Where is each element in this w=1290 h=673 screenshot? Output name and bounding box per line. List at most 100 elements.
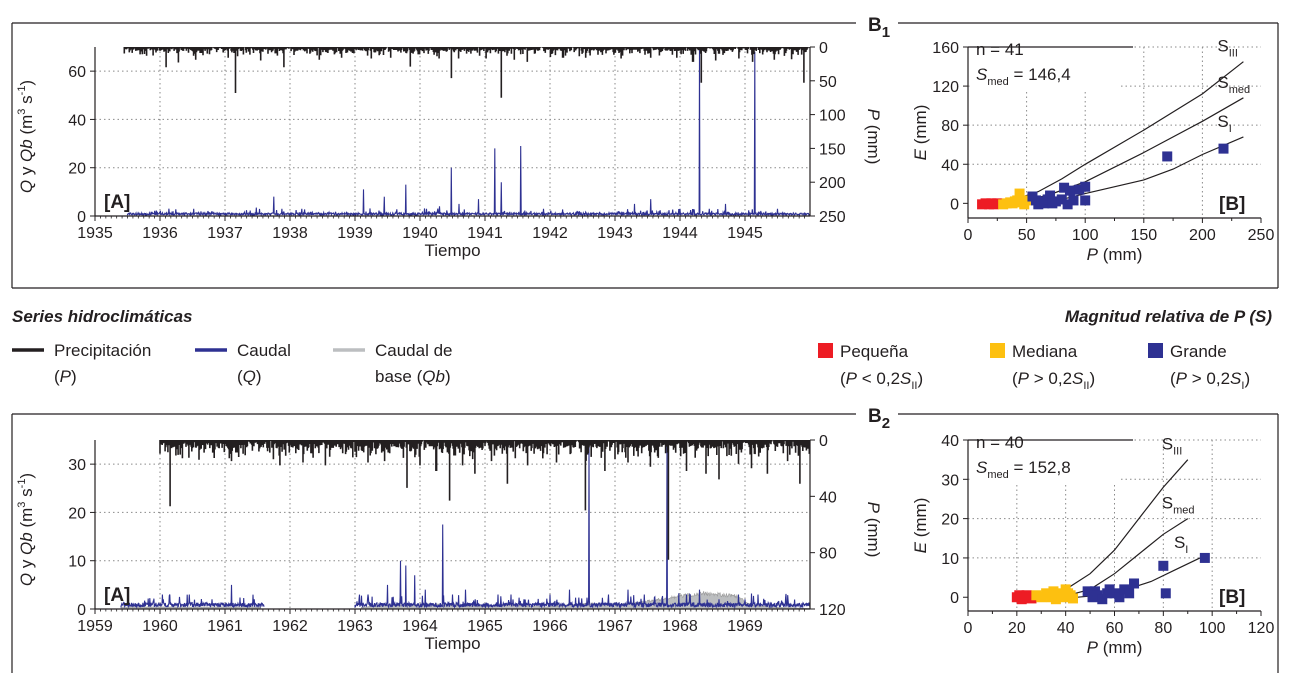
curve-label-sym: S bbox=[1217, 112, 1228, 131]
x-tick-label: 1944 bbox=[662, 225, 698, 242]
p-axis-title-part-0: P bbox=[864, 502, 883, 514]
x-axis-title-part-0: P bbox=[1087, 638, 1099, 657]
x-axis-title-part-0: P bbox=[1087, 245, 1099, 264]
y-axis-title-part-6: -1 bbox=[16, 479, 28, 489]
magnitude-legend-swatch bbox=[1148, 343, 1163, 358]
b1-series-panel: 1935 1936 1937 1938 1939 1940 1941 1942 1943 1944… bbox=[16, 40, 883, 260]
y-tick-label: 30 bbox=[941, 472, 959, 489]
data-point bbox=[1074, 184, 1085, 195]
data-point bbox=[1059, 182, 1070, 193]
y-axis-title-part-1: y bbox=[17, 162, 36, 180]
cond-sub: I bbox=[1241, 380, 1244, 392]
x-tick-label: 1964 bbox=[402, 618, 438, 635]
x-tick-label: 1965 bbox=[467, 618, 503, 635]
x-tick-label: 1939 bbox=[337, 225, 373, 242]
data-point bbox=[1080, 181, 1091, 192]
p-tick-label: 100 bbox=[819, 108, 846, 125]
y-axis-title-part-6: -1 bbox=[16, 86, 28, 96]
y-tick-label: 120 bbox=[932, 79, 959, 96]
cond-pre: ( bbox=[1012, 369, 1018, 388]
flow-line bbox=[126, 49, 811, 218]
curve-label-sub: I bbox=[1185, 544, 1188, 556]
cond-pre: ( bbox=[840, 369, 846, 388]
curve-label-sym: S bbox=[1162, 494, 1173, 513]
cond-mid: < 0,2 bbox=[857, 369, 900, 388]
p-axis-title-part-1: (mm) bbox=[864, 120, 883, 164]
data-point bbox=[992, 198, 1003, 209]
magnitude-legend-condition: (P > 0,2SI) bbox=[1170, 369, 1250, 392]
cond-mid: > 0,2 bbox=[1029, 369, 1072, 388]
p-axis-title: P (mm) bbox=[864, 109, 883, 165]
data-point bbox=[1160, 588, 1171, 599]
data-point bbox=[1056, 194, 1067, 205]
y-tick-label: 10 bbox=[68, 554, 86, 571]
x-tick-label: 1960 bbox=[142, 618, 178, 635]
y-tick-label: 160 bbox=[932, 40, 959, 57]
flow-line bbox=[354, 444, 811, 610]
series-legend-title: Series hidroclimáticas bbox=[12, 307, 192, 326]
series-legend-sub-sym: Qb bbox=[422, 367, 445, 386]
y-axis-title-part-7: ) bbox=[17, 473, 36, 479]
y-axis-title-part-1: y bbox=[17, 555, 36, 573]
x-tick-label: 1941 bbox=[467, 225, 503, 242]
y-axis-title-part-4: 3 bbox=[16, 502, 28, 508]
curve-label-sub: med bbox=[1173, 505, 1194, 517]
y-axis-title-part-0: Q bbox=[17, 573, 36, 586]
s-med-label: Smed = 146,4 bbox=[976, 65, 1071, 88]
data-point bbox=[1199, 552, 1210, 563]
y-axis-title: Q y Qb (m3 s-1) bbox=[16, 80, 36, 193]
y-axis-title-part-1: (mm) bbox=[911, 498, 930, 542]
p-tick-label: 250 bbox=[819, 209, 846, 226]
y-tick-label: 60 bbox=[68, 64, 86, 81]
y-tick-label: 20 bbox=[68, 161, 86, 178]
curve-line bbox=[1003, 97, 1244, 204]
s-med-sub: med bbox=[987, 469, 1008, 481]
x-tick-label: 150 bbox=[1130, 227, 1157, 244]
section-id-sub: 1 bbox=[882, 24, 890, 41]
series-legend-sublabel: (P) bbox=[54, 367, 77, 386]
panel-label-a: [A] bbox=[104, 192, 130, 213]
cond-pre: ( bbox=[1170, 369, 1176, 388]
x-tick-label: 0 bbox=[964, 227, 973, 244]
x-tick-label: 60 bbox=[1106, 620, 1124, 637]
p-axis-title-part-0: P bbox=[864, 109, 883, 121]
curve-label-sub: III bbox=[1173, 446, 1182, 458]
series-legend-sub-sym: P bbox=[60, 367, 72, 386]
data-point bbox=[1097, 594, 1108, 605]
y-tick-label: 0 bbox=[77, 209, 86, 226]
x-tick-label: 1959 bbox=[77, 618, 113, 635]
cond-post: ) bbox=[1090, 369, 1096, 388]
x-tick-label: 1945 bbox=[727, 225, 763, 242]
y-axis-title-part-0: E bbox=[911, 541, 930, 553]
s-med-value: = 146,4 bbox=[1009, 65, 1071, 84]
data-point bbox=[1067, 593, 1078, 604]
series-legend-label: Precipitación bbox=[54, 341, 151, 360]
s-med-sym: S bbox=[976, 65, 988, 84]
x-tick-label: 1935 bbox=[77, 225, 113, 242]
x-axis-title-part-1: (mm) bbox=[1098, 245, 1142, 264]
p-tick-label: 200 bbox=[819, 175, 846, 192]
p-tick-label: 150 bbox=[819, 141, 846, 158]
series-legend-sub-pre: base ( bbox=[375, 367, 423, 386]
curve-label-sym: S bbox=[1162, 435, 1173, 454]
curve-label: SI bbox=[1217, 112, 1231, 135]
data-point bbox=[1082, 586, 1093, 597]
p-axis-title: P (mm) bbox=[864, 502, 883, 558]
x-axis-title: P (mm) bbox=[1087, 245, 1143, 264]
section-id-sub: 2 bbox=[882, 415, 890, 432]
n-label: n = 41 bbox=[976, 40, 1024, 59]
series-legend-sub-post: ) bbox=[71, 367, 77, 386]
magnitude-legend-swatch bbox=[990, 343, 1005, 358]
y-axis-title-part-5: s bbox=[17, 95, 36, 108]
y-axis-title-part-0: E bbox=[911, 148, 930, 160]
y-tick-label: 20 bbox=[941, 512, 959, 529]
x-tick-label: 1966 bbox=[532, 618, 568, 635]
x-axis-title: Tiempo bbox=[424, 241, 480, 260]
cond-post: ) bbox=[1244, 369, 1250, 388]
cond-post: ) bbox=[918, 369, 924, 388]
p-tick-label: 120 bbox=[819, 602, 846, 619]
y-axis-title-part-3: (m bbox=[17, 115, 36, 140]
curve-label-sub: I bbox=[1229, 123, 1232, 135]
x-axis-title: Tiempo bbox=[424, 634, 480, 653]
